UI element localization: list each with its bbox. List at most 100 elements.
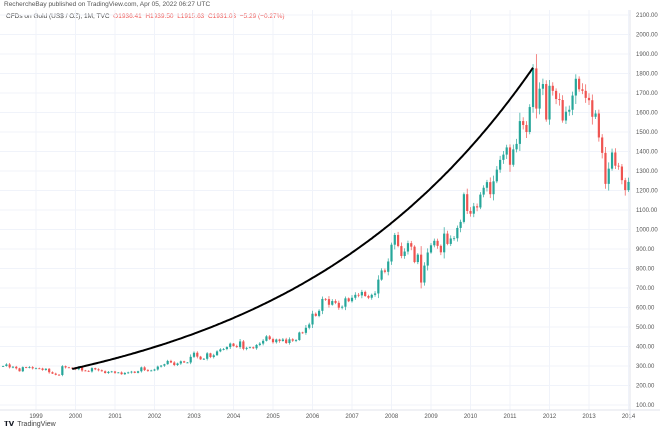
candle-body (186, 362, 189, 364)
candle-body (360, 291, 363, 296)
x-tick-label: 2014 (622, 414, 636, 420)
y-tick-label: 1900.00 (636, 52, 658, 58)
candle-body (258, 343, 261, 345)
candle-body (219, 349, 222, 352)
candle-body (324, 298, 327, 300)
candle-body (420, 254, 423, 283)
candle-body (54, 373, 57, 375)
candle-body (515, 143, 518, 150)
candle-body (166, 360, 169, 365)
candle-body (301, 332, 304, 334)
candle-body (183, 361, 186, 363)
candle-body (146, 370, 150, 371)
y-tick-label: 2100.00 (636, 13, 658, 19)
candle-body (462, 194, 466, 222)
x-tick-label: 2004 (227, 414, 241, 420)
candle-body (334, 301, 337, 303)
candle-body (531, 68, 535, 108)
candle-body (298, 332, 301, 341)
candle-body (554, 90, 558, 100)
candle-body (525, 124, 528, 132)
candle-body (578, 78, 581, 90)
candle-body (591, 100, 594, 117)
candle-body (436, 240, 439, 246)
candle-body (285, 339, 288, 343)
candle-body (5, 364, 8, 366)
y-tick-label: 700.00 (636, 286, 655, 292)
candle-body (601, 137, 604, 153)
candle-body (416, 254, 419, 263)
candle-body (518, 121, 521, 144)
candle-body (614, 152, 617, 166)
candle-body (130, 371, 133, 373)
candle-body (393, 234, 396, 245)
candle-body (499, 159, 502, 170)
candle-body (604, 152, 607, 184)
y-tick-label: 400.00 (636, 345, 655, 351)
candle-body (584, 90, 587, 98)
candle-body (90, 368, 94, 372)
y-tick-label: 1300.00 (636, 169, 658, 175)
brand-name: TradingView (17, 420, 56, 428)
candle-body (255, 344, 258, 349)
candle-body (380, 270, 383, 280)
candle-body (387, 261, 390, 272)
candle-body (199, 356, 202, 360)
candle-body (107, 371, 110, 374)
candle-body (548, 85, 551, 120)
candle-body (610, 152, 614, 169)
candle-body (413, 246, 416, 263)
candle-body (215, 351, 219, 356)
candle-body (367, 295, 370, 298)
candle-body (337, 302, 340, 308)
candle-body (344, 298, 347, 307)
candle-body (100, 370, 103, 372)
candle-body (410, 243, 413, 247)
ohlc-close: C1931.03 (207, 13, 237, 20)
candle-body (370, 294, 373, 298)
candle-body (206, 353, 209, 359)
candle-body (262, 340, 265, 344)
price-chart[interactable]: 2100.00 2000.00 1900.00 1800.00 1700.00 1600.… (0, 0, 660, 420)
candle-body (28, 367, 31, 368)
y-tick-label: 300.00 (636, 364, 655, 370)
candle-body (1, 366, 5, 367)
x-tick-label: 2006 (306, 414, 320, 420)
candle-body (196, 352, 199, 357)
candle-body (179, 361, 182, 364)
candle-body (80, 367, 84, 371)
candle-body (123, 373, 126, 375)
publish-info: RechercheBay published on TradingView.co… (4, 1, 211, 8)
candle-body (275, 339, 278, 343)
candle-body (67, 367, 71, 369)
candle-body (406, 243, 410, 252)
candle-body (265, 336, 268, 341)
candle-body (245, 347, 248, 349)
candle-body (426, 252, 429, 266)
candle-body (235, 346, 238, 348)
candle-body (429, 245, 433, 253)
candle-body (294, 340, 298, 341)
candle-body (127, 372, 130, 374)
candle-body (248, 347, 252, 349)
candle-body (571, 95, 574, 110)
candle-body (238, 341, 242, 348)
candle-body (390, 244, 393, 262)
candle-body (377, 279, 380, 294)
candle-body (278, 339, 281, 342)
candle-body (327, 299, 331, 305)
candle-body (308, 324, 311, 328)
candle-body (620, 166, 624, 181)
candle-body (25, 367, 28, 368)
candle-body (485, 182, 489, 188)
x-tick-label: 2003 (187, 414, 201, 420)
ohlc-high: H1939.50 (145, 13, 174, 20)
x-tick-label: 2005 (266, 414, 280, 420)
y-tick-label: 800.00 (636, 267, 655, 273)
candle-body (538, 88, 541, 109)
x-tick-label: 2000 (69, 414, 83, 420)
x-tick-label: 2008 (385, 414, 399, 420)
candle-body (252, 347, 255, 349)
candle-body (541, 84, 545, 89)
